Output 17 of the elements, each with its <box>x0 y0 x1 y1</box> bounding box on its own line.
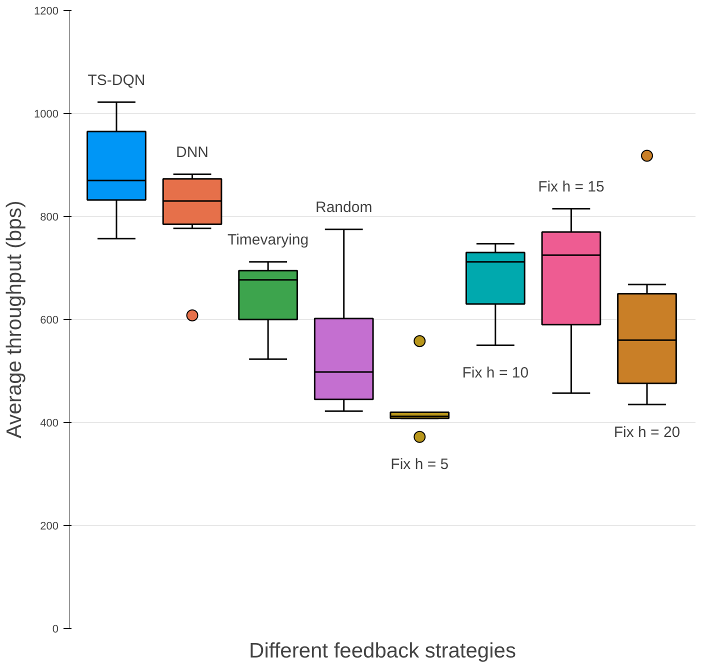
y-tick-label: 600 <box>40 314 59 326</box>
annotation: Random <box>316 199 372 216</box>
annotation: TS-DQN <box>88 72 146 90</box>
y-tick-label: 200 <box>40 520 59 532</box>
y-tick-label: 800 <box>40 212 59 224</box>
annotation: Fix h = 15 <box>538 178 604 196</box>
y-tick-label: 1000 <box>34 108 59 120</box>
y-tick-label: 400 <box>40 418 59 430</box>
annotation: Fix h = 5 <box>390 456 449 474</box>
annotation: Timevarying <box>227 232 309 249</box>
y-axis-title: Average throughput (bps) <box>3 200 26 438</box>
y-tick-label: 1200 <box>34 6 59 18</box>
annotation: DNN <box>176 144 209 162</box>
y-tick-label: 0 <box>52 624 59 636</box>
x-axis-title: Different feedback strategies <box>249 640 516 662</box>
annotation: Fix h = 10 <box>462 364 529 382</box>
annotation: Fix h = 20 <box>614 424 680 441</box>
